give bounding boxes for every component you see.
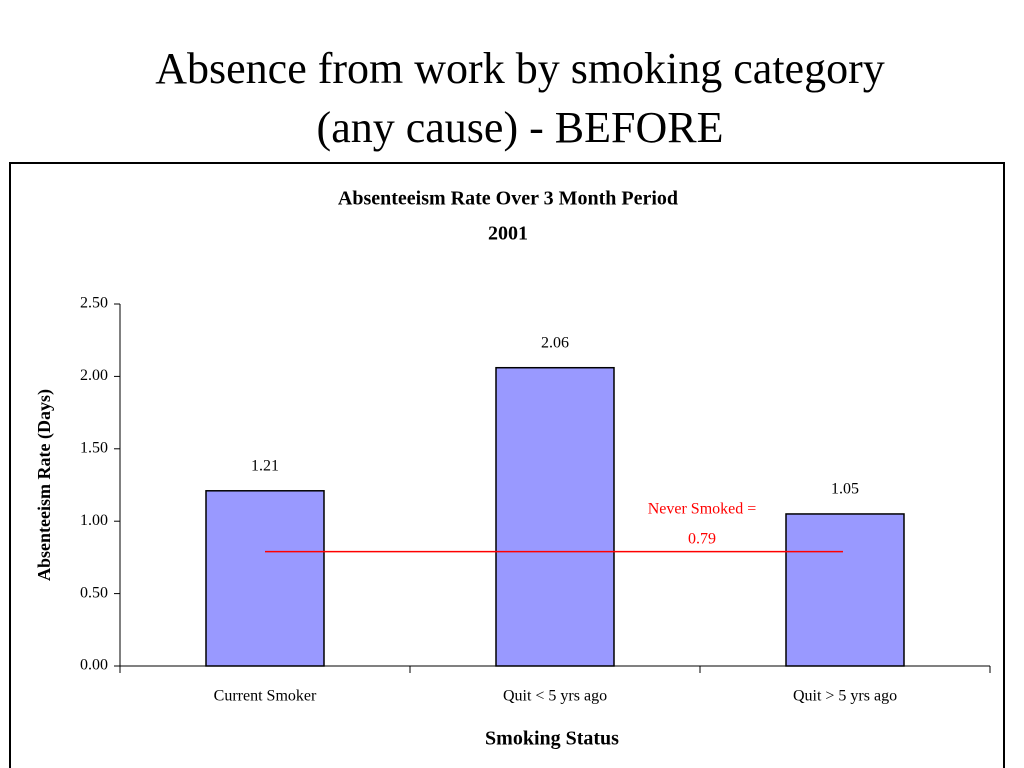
slide-title: Absence from work by smoking category xyxy=(155,44,884,93)
bar xyxy=(785,513,905,667)
x-tick-label: Quit > 5 yrs ago xyxy=(793,688,897,705)
y-tick-label: 1.50 xyxy=(80,439,108,456)
x-axis-label: Smoking Status xyxy=(485,728,619,750)
y-tick-label: 2.50 xyxy=(80,295,108,312)
chart-subtitle: 2001 xyxy=(488,223,528,245)
bar xyxy=(495,366,615,667)
x-tick-label: Quit < 5 yrs ago xyxy=(503,688,607,705)
data-label: 1.05 xyxy=(831,481,859,498)
bar xyxy=(205,490,325,667)
slide-title: (any cause) - BEFORE xyxy=(317,103,724,152)
reference-label: Never Smoked = xyxy=(648,501,757,518)
data-label: 1.21 xyxy=(251,457,279,474)
y-tick-label: 1.00 xyxy=(80,512,108,529)
chart-title: Absenteeism Rate Over 3 Month Period xyxy=(338,188,678,210)
y-tick-label: 2.00 xyxy=(80,367,108,384)
y-tick-label: 0.50 xyxy=(80,584,108,601)
x-tick-label: Current Smoker xyxy=(214,688,317,705)
y-axis-label: Absenteeism Rate (Days) xyxy=(34,389,55,581)
reference-value: 0.79 xyxy=(688,531,716,548)
data-label: 2.06 xyxy=(541,334,569,351)
y-tick-label: 0.00 xyxy=(80,657,108,674)
